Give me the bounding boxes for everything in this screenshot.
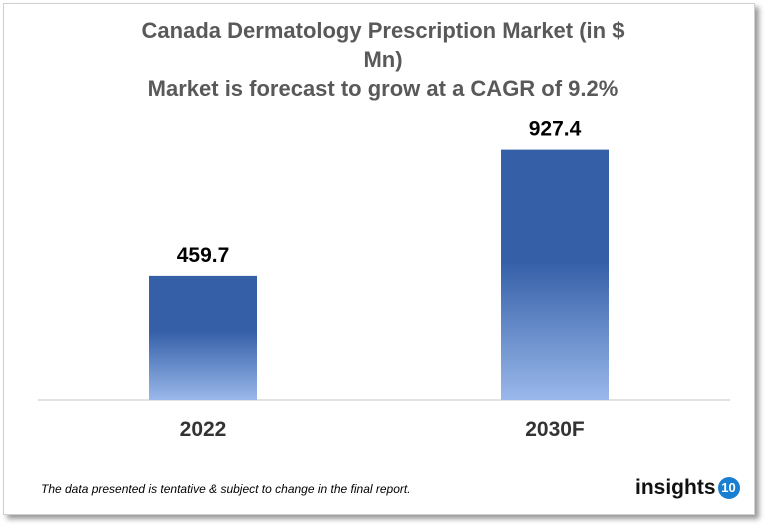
title-line-2: Mn) <box>363 47 403 72</box>
insights10-logo: insights 10 <box>635 476 740 500</box>
data-label: 927.4 <box>529 118 582 141</box>
chart-card <box>3 3 755 515</box>
data-label: 459.7 <box>177 244 230 267</box>
footnote: The data presented is tentative & subjec… <box>41 482 411 496</box>
x-tick-label: 2030F <box>525 418 585 441</box>
logo-text: insights <box>635 476 716 499</box>
logo-badge: 10 <box>717 477 740 499</box>
bar-2022 <box>149 275 257 400</box>
x-tick-label: 2022 <box>180 418 227 441</box>
title-line-1: Canada Dermatology Prescription Market (… <box>141 18 625 43</box>
chart-subtitle: Market is forecast to grow at a CAGR of … <box>147 76 619 101</box>
chart-title: Canada Dermatology Prescription Market (… <box>0 16 766 103</box>
bar-2030F <box>501 149 609 400</box>
